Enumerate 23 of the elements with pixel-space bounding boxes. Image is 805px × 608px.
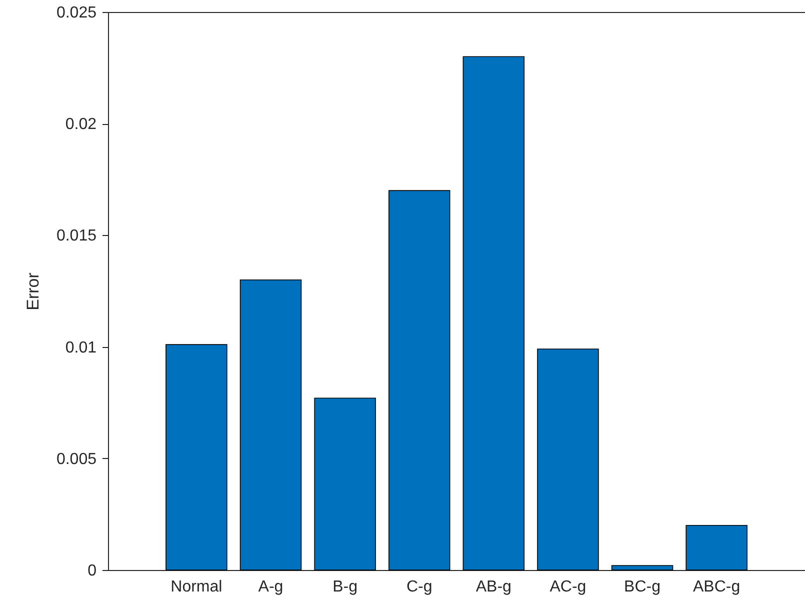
bar [240, 279, 302, 570]
bar [388, 190, 450, 570]
x-tick-label: BC-g [624, 578, 660, 596]
bar [314, 398, 376, 570]
x-tick-label: B-g [332, 578, 358, 596]
bar [166, 344, 228, 570]
bar [462, 56, 525, 570]
x-tick-label: A-g [258, 578, 284, 596]
y-tick-label: 0 [88, 562, 97, 580]
y-axis-title: Error [23, 272, 42, 310]
y-tick-label: 0.025 [56, 4, 97, 22]
y-tick-label: 0.015 [56, 228, 97, 245]
x-tick-label: Normal [170, 578, 222, 596]
y-tick-label: 0.005 [56, 450, 97, 468]
bar [611, 565, 674, 570]
x-tick-label: AC-g [550, 578, 586, 596]
y-tick-label: 0.02 [65, 116, 97, 134]
x-tick-label: AB-g [476, 578, 512, 596]
y-tick-label: 0.01 [65, 339, 97, 356]
bar [537, 348, 599, 570]
x-tick-label: ABC-g [693, 578, 740, 596]
bar [686, 524, 748, 570]
x-tick-label: C-g [406, 578, 432, 596]
